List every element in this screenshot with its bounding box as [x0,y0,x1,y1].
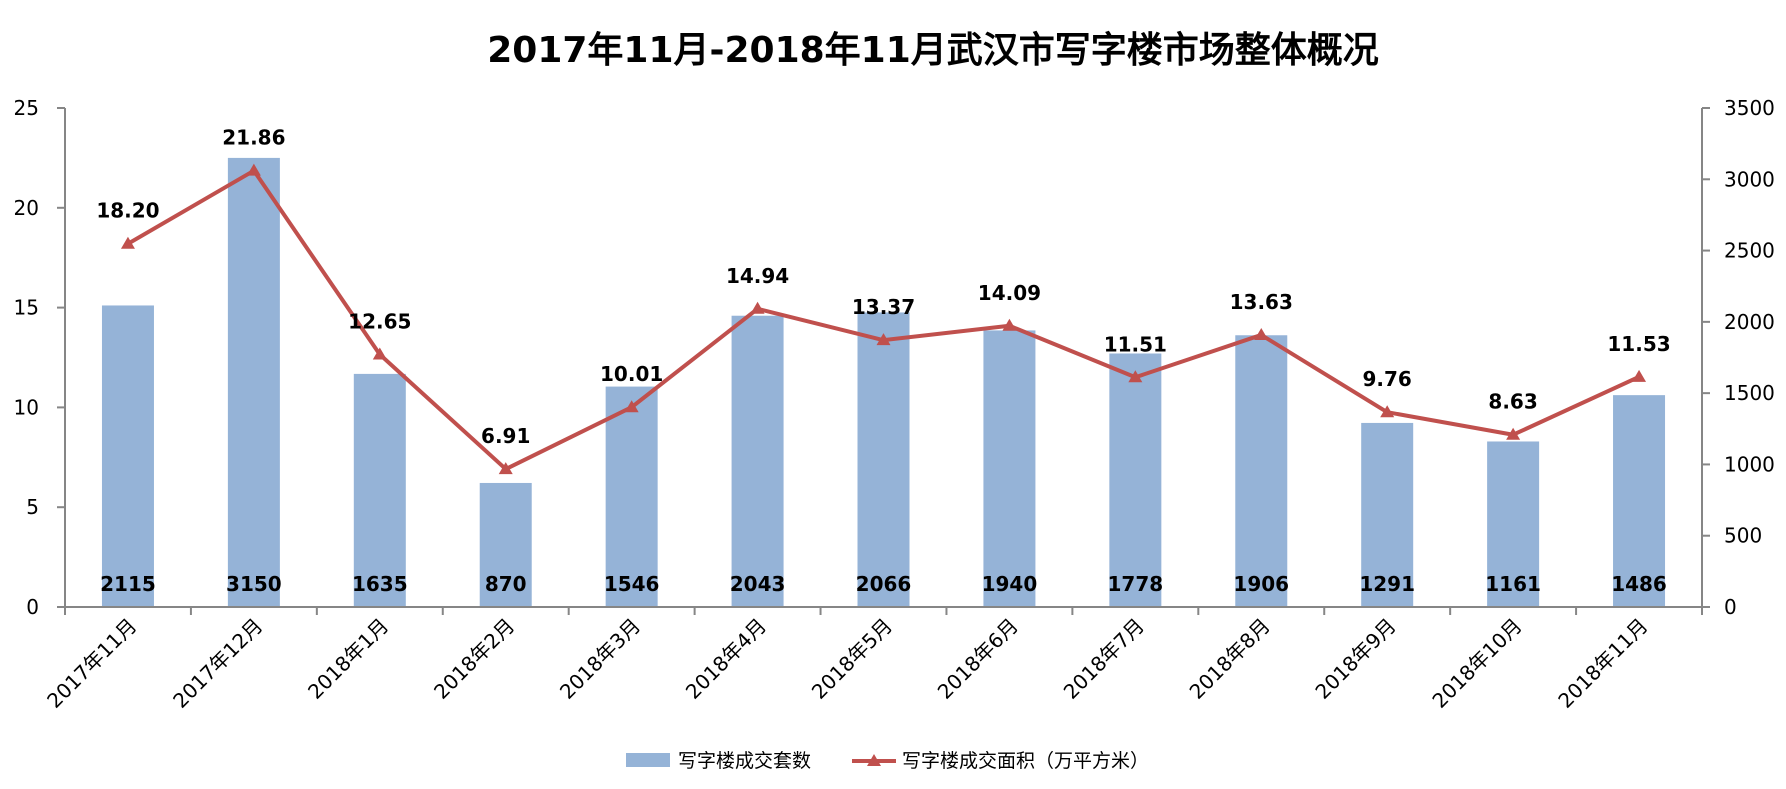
bar [1487,441,1540,607]
right-tick-label: 2500 [1724,239,1775,263]
bar-data-label: 1906 [1233,572,1289,596]
line-data-label: 11.51 [1104,332,1167,356]
right-tick-label: 0 [1724,595,1737,619]
line-marker [1128,370,1143,383]
line-marker [246,163,261,176]
bar-data-label: 1161 [1485,572,1541,596]
line-marker [120,236,135,249]
x-tick-label: 2018年2月 [429,614,519,704]
x-tick-label: 2018年10月 [1427,614,1526,713]
bar-data-label: 1778 [1108,572,1164,596]
legend-bar-swatch [626,753,670,767]
line-data-label: 10.01 [600,362,663,386]
line-marker [1506,427,1521,440]
left-tick-label: 25 [14,96,39,120]
bar [983,330,1036,607]
line-data-label: 13.37 [852,295,915,319]
x-tick-label: 2017年12月 [168,614,267,713]
left-tick-label: 20 [14,196,39,220]
x-tick-label: 2018年1月 [303,614,393,704]
legend-line-marker [867,754,881,766]
x-tick-label: 2018年5月 [807,614,897,704]
line-marker [624,400,639,413]
right-tick-label: 500 [1724,524,1762,548]
x-tick-label: 2018年8月 [1185,614,1275,704]
x-tick-label: 2018年9月 [1310,614,1400,704]
line-marker [1380,405,1395,418]
left-tick-label: 5 [26,495,39,519]
bar [857,312,910,607]
line-marker [750,301,765,314]
bar-data-label: 2043 [730,572,786,596]
x-tick-label: 2018年6月 [933,614,1023,704]
line-marker [372,347,387,360]
x-tick-label: 2018年11月 [1553,614,1652,713]
bar [1361,422,1414,607]
chart-title: 2017年11月-2018年11月武汉市写字楼市场整体概况 [487,30,1379,71]
line-data-label: 21.86 [222,126,285,150]
x-tick-label: 2018年3月 [555,614,645,704]
line-data-label: 13.63 [1230,290,1293,314]
bar [605,386,658,607]
line-data-label: 9.76 [1363,367,1412,391]
bar [101,305,154,607]
x-tick-label: 2018年4月 [681,614,771,704]
line-marker [1254,327,1269,340]
legend-bar-label: 写字楼成交套数 [678,750,811,772]
bar-data-label: 1546 [604,572,660,596]
line-marker [876,333,891,346]
bar-data-label: 1291 [1359,572,1415,596]
bar [1235,335,1288,607]
line-data-label: 11.53 [1607,332,1670,356]
right-tick-label: 2000 [1724,310,1775,334]
bar-data-label: 1940 [982,572,1038,596]
legend-line-label: 写字楼成交面积（万平方米） [902,750,1149,772]
left-tick-label: 15 [14,296,39,320]
line-marker [1632,369,1647,382]
bar-data-label: 3150 [226,572,282,596]
bar-data-label: 1635 [352,572,408,596]
right-tick-label: 1500 [1724,381,1775,405]
bar [479,482,532,607]
line-data-label: 18.20 [96,199,159,223]
bar-data-label: 870 [485,572,527,596]
line-data-label: 6.91 [481,424,530,448]
bar [353,373,406,607]
x-tick-label: 2017年11月 [42,614,141,713]
line-data-label: 14.94 [726,264,789,288]
bar-data-label: 2066 [856,572,912,596]
x-tick-label: 2018年7月 [1059,614,1149,704]
bar-data-label: 1486 [1611,572,1667,596]
bar-data-label: 2115 [100,572,156,596]
left-tick-label: 10 [14,395,39,419]
left-tick-label: 0 [26,595,39,619]
bar [1109,353,1162,607]
right-tick-label: 3000 [1724,167,1775,191]
bar [227,157,280,607]
bar [1613,395,1666,607]
line-data-label: 12.65 [348,310,411,334]
line-marker [1002,318,1017,331]
line-data-label: 8.63 [1488,390,1537,414]
line-marker [498,462,513,475]
right-tick-label: 1000 [1724,452,1775,476]
bar [731,315,784,607]
right-tick-label: 3500 [1724,96,1775,120]
line-data-label: 14.09 [978,281,1041,305]
